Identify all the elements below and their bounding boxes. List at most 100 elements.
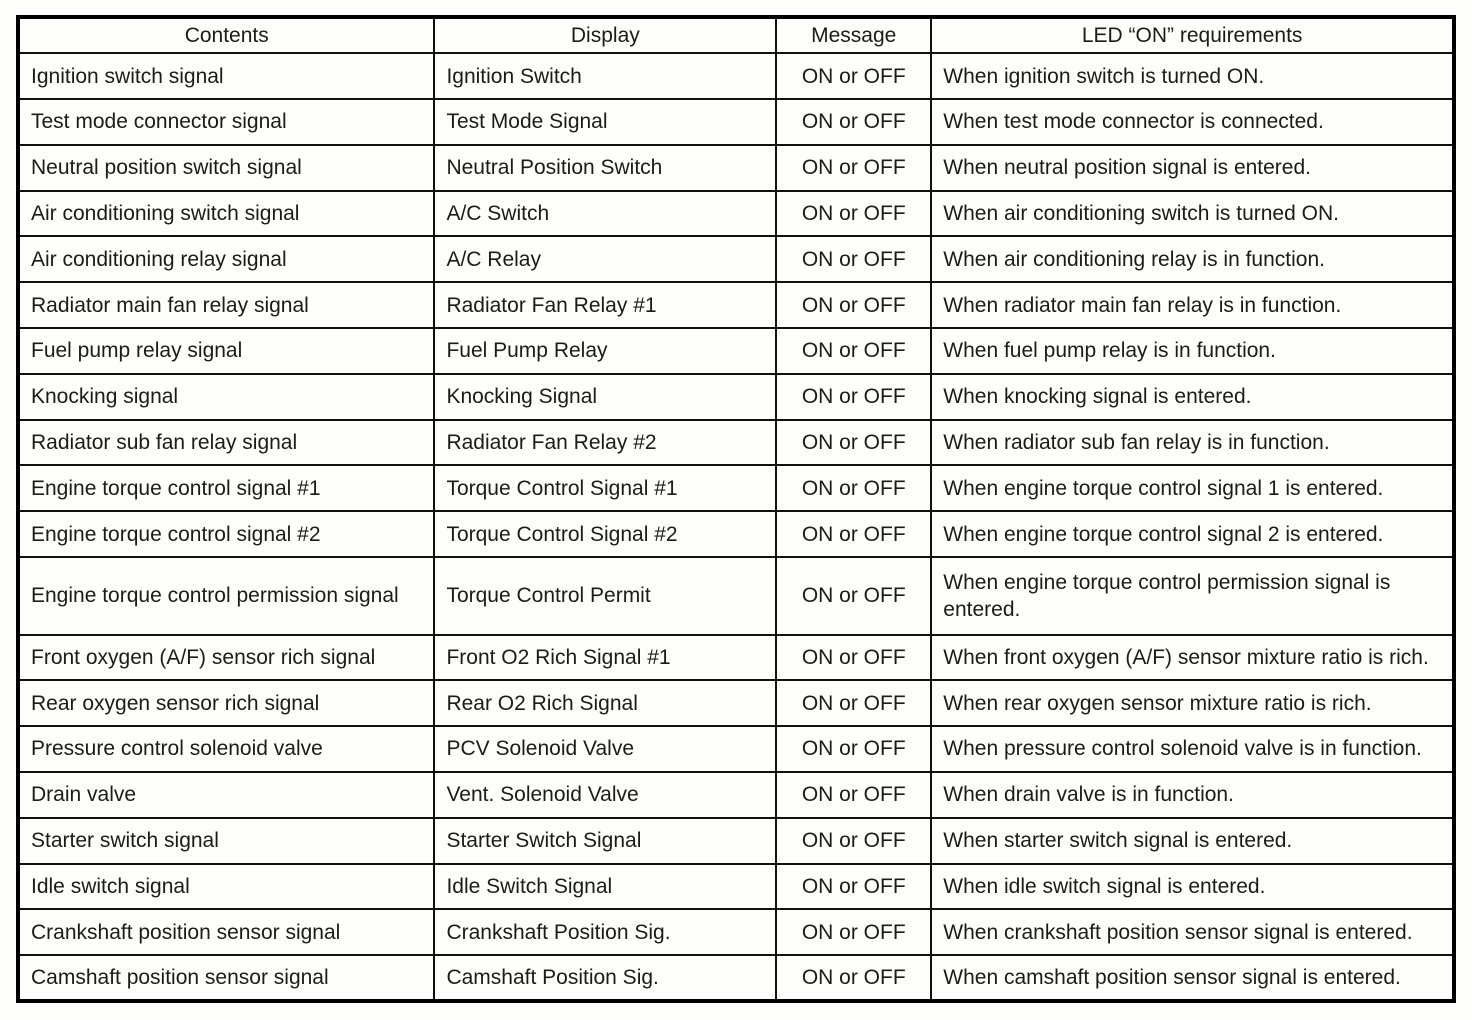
cell-led: When neutral position signal is entered. <box>930 143 1455 192</box>
cell-led: When test mode connector is connected. <box>930 98 1455 146</box>
cell-led: When engine torque control permission si… <box>930 556 1455 636</box>
cell-contents: Starter switch signal <box>16 816 436 865</box>
table-row: Front oxygen (A/F) sensor rich signal Fro… <box>16 633 1455 682</box>
table-row: Crankshaft position sensor signal Cranksh… <box>16 908 1455 957</box>
cell-led: When air conditioning relay is in functi… <box>930 235 1455 284</box>
cell-led: When ignition switch is turned ON. <box>930 52 1455 101</box>
cell-message: ON or OFF <box>775 770 933 819</box>
cell-led: When fuel pump relay is in function. <box>930 327 1455 375</box>
cell-display: Torque Control Signal #2 <box>433 510 778 559</box>
table-row: Engine torque control signal #1 Torque Co… <box>16 464 1455 513</box>
table-row: Radiator sub fan relay signal Radiator Fa… <box>16 418 1455 467</box>
table-body: Ignition switch signal Ignition Switch ON … <box>16 52 1455 1002</box>
header-display: Display <box>433 15 778 55</box>
cell-contents: Fuel pump relay signal <box>16 327 436 375</box>
cell-led: When front oxygen (A/F) sensor mixture r… <box>930 633 1455 682</box>
table-row: Engine torque control permission signal T… <box>16 556 1455 636</box>
cell-led: When knocking signal is entered. <box>930 372 1455 421</box>
cell-contents: Drain valve <box>16 770 436 819</box>
cell-led: When drain valve is in function. <box>930 770 1455 819</box>
table-row: Neutral position switch signal Neutral Po… <box>16 143 1455 192</box>
cell-display: Radiator Fan Relay #1 <box>433 281 778 330</box>
cell-led: When pressure control solenoid valve is … <box>930 725 1455 773</box>
cell-display: Knocking Signal <box>433 372 778 421</box>
cell-display: Vent. Solenoid Valve <box>433 770 778 819</box>
cell-led: When radiator main fan relay is in funct… <box>930 281 1455 330</box>
cell-message: ON or OFF <box>775 143 933 192</box>
cell-display: Radiator Fan Relay #2 <box>433 418 778 467</box>
cell-display: Idle Switch Signal <box>433 862 778 911</box>
cell-contents: Knocking signal <box>16 372 436 421</box>
table-row: Ignition switch signal Ignition Switch ON … <box>16 52 1455 101</box>
cell-display: PCV Solenoid Valve <box>433 725 778 773</box>
cell-display: Rear O2 Rich Signal <box>433 679 778 728</box>
cell-message: ON or OFF <box>775 464 933 513</box>
cell-display: A/C Relay <box>433 235 778 284</box>
cell-message: ON or OFF <box>775 510 933 559</box>
cell-display: Fuel Pump Relay <box>433 327 778 375</box>
table-row: Air conditioning relay signal A/C Relay ON… <box>16 235 1455 284</box>
cell-message: ON or OFF <box>775 725 933 773</box>
cell-message: ON or OFF <box>775 556 933 636</box>
cell-contents: Radiator sub fan relay signal <box>16 418 436 467</box>
cell-led: When crankshaft position sensor signal i… <box>930 908 1455 957</box>
table-row: Idle switch signal Idle Switch Signal ON o… <box>16 862 1455 911</box>
cell-display: Torque Control Permit <box>433 556 778 636</box>
cell-message: ON or OFF <box>775 281 933 330</box>
header-contents: Contents <box>16 15 436 55</box>
table-row: Camshaft position sensor signal Camshaft … <box>16 954 1455 1002</box>
table-row: Fuel pump relay signal Fuel Pump Relay ON … <box>16 327 1455 375</box>
cell-contents: Rear oxygen sensor rich signal <box>16 679 436 728</box>
cell-contents: Test mode connector signal <box>16 98 436 146</box>
cell-contents: Front oxygen (A/F) sensor rich signal <box>16 633 436 682</box>
cell-contents: Engine torque control signal #2 <box>16 510 436 559</box>
cell-display: Crankshaft Position Sig. <box>433 908 778 957</box>
cell-led: When engine torque control signal 2 is e… <box>930 510 1455 559</box>
cell-display: Torque Control Signal #1 <box>433 464 778 513</box>
cell-contents: Camshaft position sensor signal <box>16 954 436 1002</box>
cell-contents: Radiator main fan relay signal <box>16 281 436 330</box>
cell-contents: Crankshaft position sensor signal <box>16 908 436 957</box>
cell-message: ON or OFF <box>775 862 933 911</box>
cell-led: When starter switch signal is entered. <box>930 816 1455 865</box>
cell-led: When rear oxygen sensor mixture ratio is… <box>930 679 1455 728</box>
cell-contents: Ignition switch signal <box>16 52 436 101</box>
cell-display: Front O2 Rich Signal #1 <box>433 633 778 682</box>
cell-message: ON or OFF <box>775 908 933 957</box>
cell-contents: Air conditioning relay signal <box>16 235 436 284</box>
cell-contents: Engine torque control permission signal <box>16 556 436 636</box>
cell-led: When radiator sub fan relay is in functi… <box>930 418 1455 467</box>
table-row: Knocking signal Knocking Signal ON or OFF W… <box>16 372 1455 421</box>
cell-contents: Pressure control solenoid valve <box>16 725 436 773</box>
cell-display: Ignition Switch <box>433 52 778 101</box>
cell-message: ON or OFF <box>775 816 933 865</box>
cell-display: Test Mode Signal <box>433 98 778 146</box>
cell-contents: Neutral position switch signal <box>16 143 436 192</box>
table-row: Pressure control solenoid valve PCV Solen… <box>16 725 1455 773</box>
cell-message: ON or OFF <box>775 235 933 284</box>
table-row: Starter switch signal Starter Switch Sign… <box>16 816 1455 865</box>
cell-message: ON or OFF <box>775 98 933 146</box>
table-row: Test mode connector signal Test Mode Sign… <box>16 98 1455 146</box>
cell-message: ON or OFF <box>775 418 933 467</box>
cell-display: Neutral Position Switch <box>433 143 778 192</box>
header-led: LED “ON” requirements <box>930 15 1455 55</box>
cell-display: Starter Switch Signal <box>433 816 778 865</box>
cell-display: A/C Switch <box>433 189 778 238</box>
cell-message: ON or OFF <box>775 189 933 238</box>
cell-display: Camshaft Position Sig. <box>433 954 778 1002</box>
header-row: Contents Display Message LED “ON” requir… <box>16 15 1455 55</box>
cell-led: When engine torque control signal 1 is e… <box>930 464 1455 513</box>
cell-contents: Engine torque control signal #1 <box>16 464 436 513</box>
cell-led: When air conditioning switch is turned O… <box>930 189 1455 238</box>
table-header: Contents Display Message LED “ON” requir… <box>16 15 1455 55</box>
cell-led: When camshaft position sensor signal is … <box>930 954 1455 1002</box>
table-row: Air conditioning switch signal A/C Switch… <box>16 189 1455 238</box>
header-message: Message <box>775 15 933 55</box>
cell-message: ON or OFF <box>775 954 933 1002</box>
cell-led: When idle switch signal is entered. <box>930 862 1455 911</box>
cell-message: ON or OFF <box>775 679 933 728</box>
cell-message: ON or OFF <box>775 633 933 682</box>
led-signal-table: Contents Display Message LED “ON” requir… <box>16 15 1456 1003</box>
